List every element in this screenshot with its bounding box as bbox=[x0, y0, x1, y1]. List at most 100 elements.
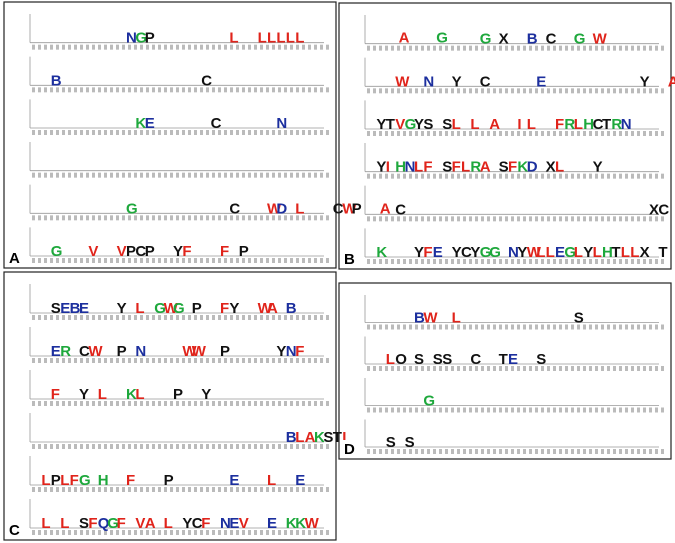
panel-label: B bbox=[344, 251, 355, 268]
position-tick bbox=[655, 407, 658, 413]
position-tick bbox=[302, 401, 305, 406]
position-tick bbox=[110, 358, 113, 363]
position-tick bbox=[475, 88, 478, 94]
position-tick bbox=[445, 324, 448, 330]
position-tick bbox=[601, 216, 604, 222]
position-tick bbox=[415, 131, 418, 136]
position-tick bbox=[505, 449, 508, 454]
position-tick bbox=[122, 87, 125, 93]
logo-row: W N Y C E Y A bbox=[395, 73, 675, 90]
position-tick bbox=[547, 324, 550, 330]
position-tick bbox=[242, 358, 245, 363]
position-tick bbox=[487, 324, 490, 330]
position-tick bbox=[32, 487, 35, 492]
position-tick bbox=[314, 358, 317, 363]
position-tick bbox=[182, 258, 185, 263]
position-tick bbox=[302, 487, 305, 492]
position-tick bbox=[110, 487, 113, 492]
position-tick bbox=[379, 88, 382, 94]
position-tick bbox=[260, 215, 263, 221]
position-tick bbox=[505, 45, 508, 51]
position-tick bbox=[152, 172, 155, 178]
position-tick bbox=[92, 258, 95, 263]
position-tick bbox=[68, 130, 71, 135]
position-tick bbox=[326, 87, 329, 93]
position-tick bbox=[104, 444, 107, 449]
position-tick bbox=[56, 172, 59, 178]
position-tick bbox=[637, 173, 640, 179]
position-tick bbox=[218, 401, 221, 406]
position-tick bbox=[290, 215, 293, 221]
position-tick bbox=[463, 407, 466, 413]
position-tick bbox=[248, 215, 251, 221]
position-tick bbox=[511, 45, 514, 51]
position-tick bbox=[367, 259, 370, 264]
position-tick bbox=[379, 366, 382, 371]
position-tick bbox=[559, 45, 562, 51]
position-tick bbox=[302, 87, 305, 93]
position-tick bbox=[326, 401, 329, 406]
position-tick bbox=[254, 44, 257, 50]
panel-frame bbox=[3, 271, 337, 541]
position-tick bbox=[631, 449, 634, 454]
position-tick bbox=[517, 216, 520, 222]
position-tick bbox=[236, 401, 239, 406]
position-tick bbox=[104, 315, 107, 320]
position-tick bbox=[200, 87, 203, 93]
position-tick bbox=[649, 324, 652, 330]
position-tick bbox=[469, 366, 472, 371]
position-tick bbox=[433, 173, 436, 179]
position-tick bbox=[266, 444, 269, 449]
position-tick bbox=[553, 407, 556, 413]
position-tick bbox=[505, 216, 508, 222]
position-tick bbox=[577, 407, 580, 413]
position-tick bbox=[38, 401, 41, 406]
position-tick bbox=[206, 215, 209, 221]
position-tick bbox=[625, 324, 628, 330]
position-tick bbox=[164, 530, 167, 535]
position-tick bbox=[128, 258, 131, 263]
position-tick bbox=[86, 172, 89, 178]
position-tick bbox=[38, 258, 41, 263]
position-tick bbox=[158, 530, 161, 535]
position-tick bbox=[44, 87, 47, 93]
position-tick bbox=[481, 216, 484, 222]
position-tick bbox=[619, 366, 622, 371]
position-tick bbox=[74, 87, 77, 93]
position-tick bbox=[68, 44, 71, 50]
position-tick bbox=[475, 449, 478, 454]
position-tick bbox=[116, 401, 119, 406]
position-tick bbox=[98, 130, 101, 135]
position-tick bbox=[619, 173, 622, 179]
position-tick bbox=[517, 324, 520, 330]
position-tick bbox=[529, 45, 532, 51]
position-tick bbox=[469, 407, 472, 413]
position-tick bbox=[541, 45, 544, 51]
position-tick bbox=[433, 45, 436, 51]
position-tick bbox=[62, 401, 65, 406]
position-tick bbox=[314, 401, 317, 406]
position-tick bbox=[571, 259, 574, 264]
position-tick bbox=[367, 324, 370, 330]
position-tick bbox=[50, 315, 53, 320]
position-tick bbox=[308, 44, 311, 50]
position-tick bbox=[463, 45, 466, 51]
position-tick bbox=[589, 366, 592, 371]
position-tick bbox=[140, 172, 143, 178]
position-tick bbox=[164, 258, 167, 263]
position-tick bbox=[409, 216, 412, 222]
position-tick bbox=[62, 172, 65, 178]
position-tick bbox=[140, 487, 143, 492]
position-tick bbox=[511, 259, 514, 264]
position-tick bbox=[511, 216, 514, 222]
position-tick bbox=[589, 449, 592, 454]
position-tick bbox=[302, 44, 305, 50]
position-tick bbox=[469, 131, 472, 136]
position-tick bbox=[170, 487, 173, 492]
logo-row: S S bbox=[386, 434, 415, 451]
position-tick bbox=[421, 88, 424, 94]
position-tick bbox=[655, 173, 658, 179]
position-tick bbox=[517, 173, 520, 179]
position-tick bbox=[320, 258, 323, 263]
position-tick bbox=[176, 87, 179, 93]
